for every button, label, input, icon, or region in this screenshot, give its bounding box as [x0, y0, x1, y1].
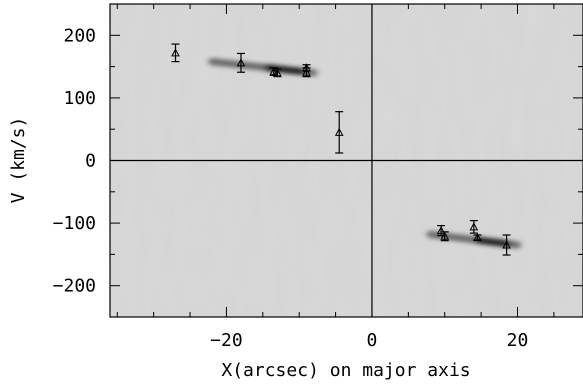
plot-frame: [109, 3, 583, 318]
data-point: [436, 225, 446, 237]
triangle-marker: [440, 231, 450, 240]
x-axis-title: X(arcsec) on major axis: [221, 360, 470, 381]
data-point: [473, 232, 482, 241]
x-tick-label: 0: [367, 330, 378, 351]
triangle-marker: [469, 222, 479, 231]
y-tick-label: 100: [63, 88, 96, 109]
triangle-marker: [334, 127, 344, 136]
emission-band-core-2: [474, 236, 511, 248]
y-tick-label: 0: [85, 151, 96, 172]
triangle-marker: [302, 67, 311, 76]
reference-lines: [110, 4, 583, 317]
data-point: [302, 67, 311, 78]
triangle-marker: [269, 67, 279, 76]
triangle-marker: [473, 232, 482, 241]
data-points: [171, 43, 511, 256]
triangle-marker: [236, 58, 246, 67]
triangle-marker: [436, 226, 446, 235]
data-point: [171, 43, 180, 63]
x-axis-ticks: −20 0 20: [116, 4, 555, 351]
y-tick-label: −100: [53, 213, 96, 234]
data-point: [236, 52, 246, 73]
triangle-marker: [502, 240, 511, 249]
data-point: [273, 68, 282, 78]
y-tick-label: −200: [53, 276, 96, 297]
data-point: [440, 231, 450, 242]
y-axis-title: V (km/s): [8, 117, 29, 204]
data-point: [469, 219, 479, 234]
triangle-marker: [171, 48, 180, 57]
data-point: [334, 111, 344, 154]
data-point: [502, 234, 511, 256]
x-tick-label: −20: [210, 330, 243, 351]
y-axis-ticks: 200 100 0 −100 −200: [53, 3, 583, 318]
triangle-marker: [273, 68, 282, 77]
x-tick-label: 20: [507, 330, 529, 351]
y-tick-label: 200: [63, 25, 96, 46]
